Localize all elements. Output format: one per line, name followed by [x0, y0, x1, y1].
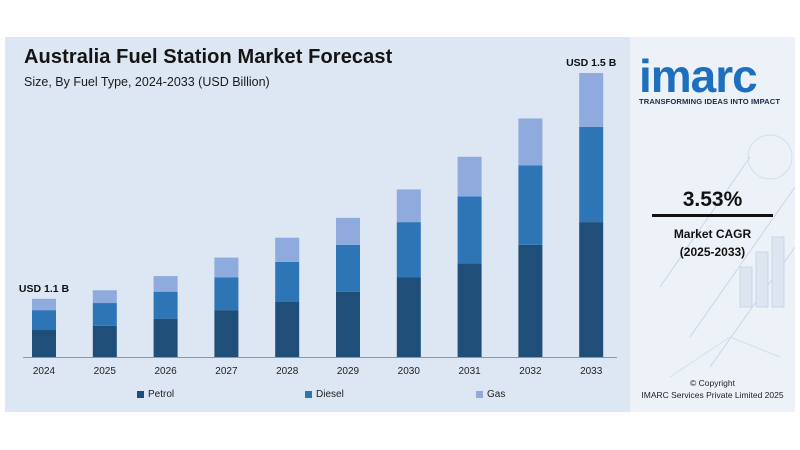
- background-decoration: [659, 134, 795, 378]
- bar-segment-diesel-2033: [579, 126, 604, 223]
- x-tick-label-2033: 2033: [580, 366, 603, 377]
- cagr-period: (2025-2033): [679, 245, 746, 259]
- bar-segment-petrol-2028: [275, 301, 300, 357]
- bar-segment-petrol-2033: [579, 222, 604, 357]
- logo-tagline: TRANSFORMING IDEAS INTO IMPACT: [639, 97, 781, 106]
- x-tick-label-2032: 2032: [519, 366, 542, 377]
- chart-subtitle: Size, By Fuel Type, 2024-2033 (USD Billi…: [24, 75, 270, 89]
- cagr-value: 3.53%: [682, 188, 743, 211]
- bar-segment-diesel-2030: [396, 222, 421, 278]
- x-tick-label-2026: 2026: [154, 366, 177, 377]
- legend-swatch-petrol: [137, 391, 144, 398]
- bar-segment-petrol-2032: [518, 244, 543, 357]
- bar-segment-petrol-2031: [457, 263, 482, 357]
- stacked-bar-chart: 2024 USD 1.1 B 2025 2026 2027 2028 2029 2030 203…: [19, 57, 617, 377]
- bar-segment-diesel-2031: [457, 196, 482, 264]
- legend-swatch-diesel: [305, 391, 312, 398]
- bar-segment-petrol-2026: [153, 318, 178, 357]
- bar-segment-petrol-2030: [396, 277, 421, 357]
- chart-panel: Australia Fuel Station Market Forecast S…: [5, 37, 630, 412]
- logo-wordmark: imarc: [639, 50, 758, 102]
- bar-segment-gas-2030: [396, 189, 421, 223]
- copyright-text: © Copyright: [689, 378, 735, 388]
- side-panel: imarc TRANSFORMING IDEAS INTO IMPACT 3.5…: [630, 37, 795, 412]
- cagr-divider: [652, 214, 773, 217]
- legend-item-diesel: Diesel: [305, 389, 344, 400]
- bar-total-label-2033: USD 1.5 B: [566, 57, 617, 69]
- bar-segment-gas-2027: [214, 257, 239, 278]
- bar-segment-gas-2029: [336, 217, 360, 245]
- bar-segment-diesel-2029: [336, 244, 360, 292]
- imarc-logo: imarc: [639, 45, 789, 115]
- legend-swatch-gas: [476, 391, 483, 398]
- legend-label-petrol: Petrol: [148, 389, 175, 400]
- bar-segment-gas-2031: [457, 156, 482, 197]
- bar-segment-diesel-2032: [518, 165, 543, 245]
- bar-segment-gas-2032: [518, 118, 543, 166]
- x-tick-label-2024: 2024: [33, 366, 56, 377]
- x-tick-label-2027: 2027: [215, 366, 238, 377]
- bar-segment-petrol-2025: [92, 325, 117, 357]
- bar-segment-diesel-2026: [153, 291, 178, 319]
- legend-label-gas: Gas: [487, 389, 506, 400]
- cagr-label: Market CAGR: [673, 227, 752, 241]
- legend-item-petrol: Petrol: [137, 389, 174, 400]
- bar-segment-petrol-2027: [214, 310, 239, 357]
- x-tick-label-2028: 2028: [276, 366, 299, 377]
- bar-segment-petrol-2029: [336, 291, 360, 357]
- x-tick-label-2031: 2031: [458, 366, 481, 377]
- legend-label-diesel: Diesel: [316, 389, 344, 400]
- bar-segment-diesel-2025: [92, 303, 117, 326]
- bar-segment-gas-2025: [92, 290, 117, 304]
- bar-total-label-2024: USD 1.1 B: [19, 283, 70, 295]
- bar-segment-diesel-2028: [275, 261, 300, 302]
- infographic-card: Australia Fuel Station Market Forecast S…: [5, 37, 795, 412]
- x-tick-label-2030: 2030: [398, 366, 421, 377]
- bar-segment-gas-2028: [275, 237, 300, 262]
- bar-segment-gas-2024: [32, 298, 56, 311]
- bar-segment-gas-2026: [153, 276, 178, 292]
- x-tick-label-2029: 2029: [337, 366, 360, 377]
- legend-item-gas: Gas: [476, 389, 505, 400]
- bar-segment-diesel-2027: [214, 277, 239, 311]
- company-name: IMARC Services Private Limited 2025: [641, 390, 784, 400]
- bar-segment-diesel-2024: [32, 310, 56, 331]
- x-tick-label-2025: 2025: [94, 366, 117, 377]
- chart-title: Australia Fuel Station Market Forecast: [24, 46, 393, 68]
- bar-segment-gas-2033: [579, 73, 604, 127]
- bar-segment-petrol-2024: [32, 330, 56, 357]
